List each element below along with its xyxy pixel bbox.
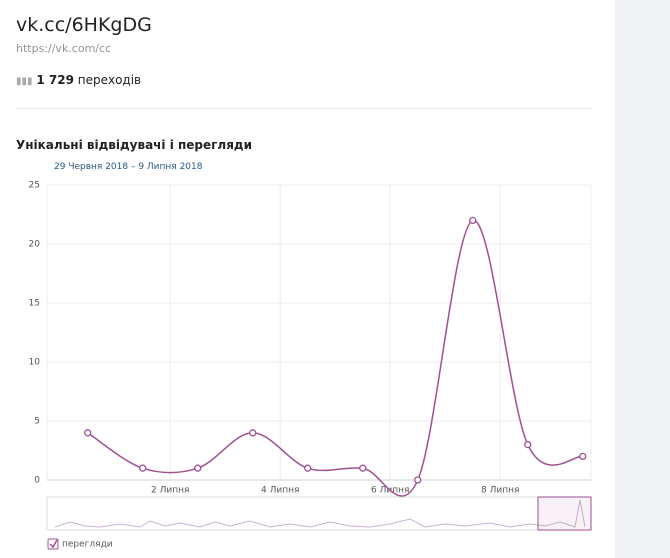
point <box>304 464 312 472</box>
y-tick-label: 0 <box>34 476 40 486</box>
navigator-window[interactable] <box>537 496 592 531</box>
line <box>87 219 583 497</box>
y-tick-label: 15 <box>29 299 40 309</box>
x-tick-label: 8 Липня <box>481 486 519 496</box>
check-mark <box>49 539 58 549</box>
point <box>359 464 367 472</box>
separator <box>16 108 592 109</box>
point <box>84 429 92 437</box>
count-label: переходів <box>77 73 142 87</box>
point <box>524 440 532 449</box>
link-url[interactable]: https://vk.com/cc <box>16 42 112 55</box>
x-tick-label: 2 Липня <box>151 486 189 496</box>
y-tick-label: 5 <box>34 417 40 427</box>
y-tick-label: 25 <box>29 181 40 191</box>
plot-frame <box>46 184 592 481</box>
y-tick-label: 20 <box>29 240 41 250</box>
point <box>139 464 147 472</box>
point <box>469 216 477 225</box>
point <box>194 464 202 472</box>
count: 1 729 <box>36 73 74 87</box>
point <box>579 452 587 461</box>
chart-title: Унікальні відвідувачі і перегляди <box>16 138 253 152</box>
point <box>414 476 422 484</box>
legend-label[interactable]: перегляди <box>62 540 113 550</box>
navigator-sparkline <box>54 499 586 528</box>
click-count: ▮▮▮ 1 729 переходів <box>16 73 142 87</box>
x-tick-label: 4 Липня <box>261 486 299 496</box>
y-tick-label: 10 <box>29 358 41 368</box>
side-panel <box>615 0 670 558</box>
point <box>249 429 257 437</box>
link-title[interactable]: vk.cc/6HKgDG <box>16 14 152 36</box>
date-range[interactable]: 29 Червня 2018 – 9 Липня 2018 <box>54 162 203 172</box>
